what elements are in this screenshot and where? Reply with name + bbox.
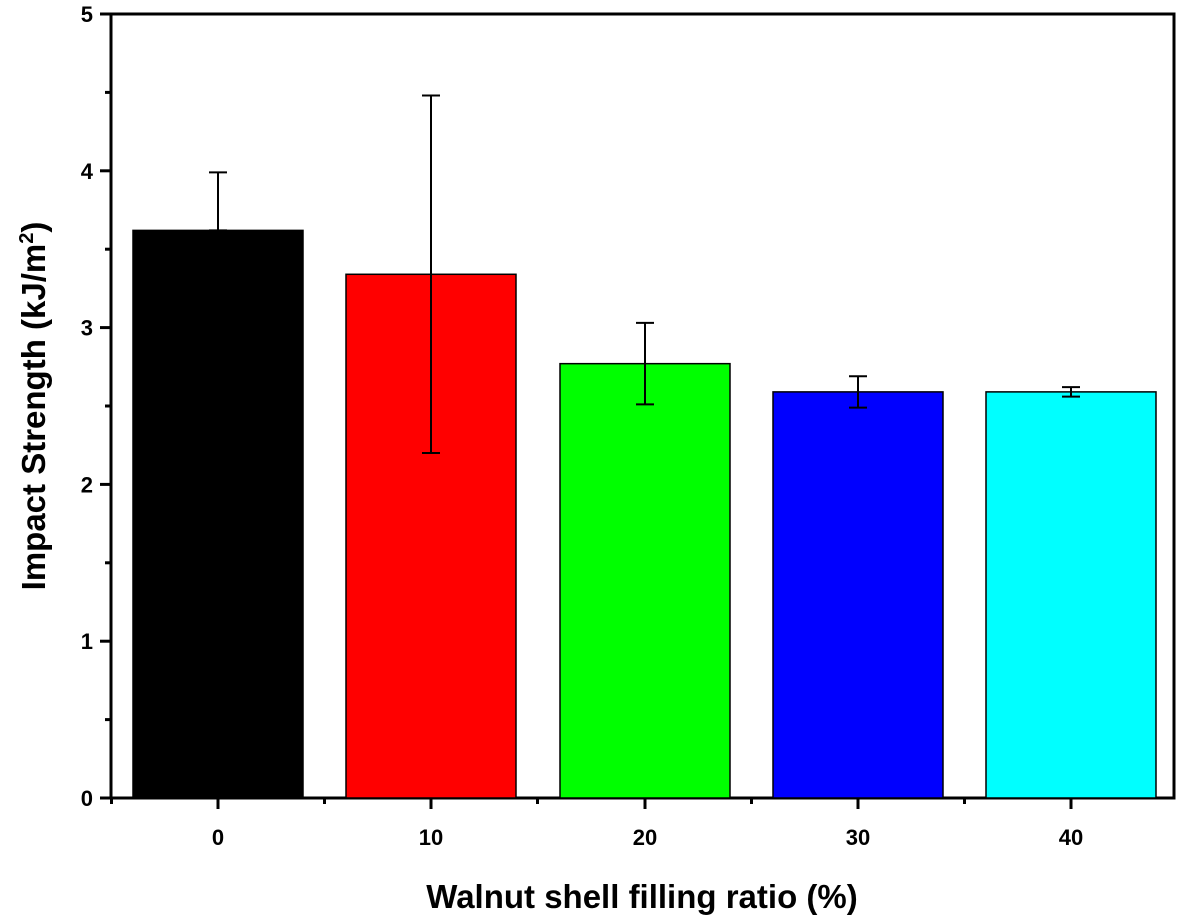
bar-40 — [985, 391, 1157, 799]
y-tick-label-1: 1 — [81, 629, 93, 654]
y-tick-label-4: 4 — [81, 159, 94, 184]
y-tick-label-2: 2 — [81, 472, 93, 497]
y-tick-label-5: 5 — [81, 2, 93, 27]
y-axis-ticks: 0 1 2 3 4 5 — [81, 2, 111, 811]
x-tick-label-30: 30 — [846, 825, 870, 850]
bar-0 — [132, 229, 304, 799]
y-axis-title-main: Impact Strength (kJ/m — [15, 244, 52, 591]
error-bars-group — [209, 94, 1080, 455]
y-axis-title: Impact Strength (kJ/m2) — [15, 222, 52, 591]
x-tick-label-40: 40 — [1059, 825, 1083, 850]
y-tick-label-3: 3 — [81, 316, 93, 341]
x-axis-ticks: 0 10 20 30 40 — [110, 798, 1083, 850]
y-axis-title-superscript: 2 — [16, 233, 38, 244]
y-tick-label-0: 0 — [81, 786, 93, 811]
y-axis-title-end: ) — [15, 222, 52, 233]
x-tick-label-0: 0 — [212, 825, 224, 850]
bars-group — [132, 229, 1157, 799]
x-tick-label-10: 10 — [419, 825, 443, 850]
x-tick-label-20: 20 — [633, 825, 657, 850]
bar-30 — [772, 391, 944, 799]
x-axis-title: Walnut shell filling ratio (%) — [426, 878, 857, 915]
bar-20 — [559, 362, 731, 799]
